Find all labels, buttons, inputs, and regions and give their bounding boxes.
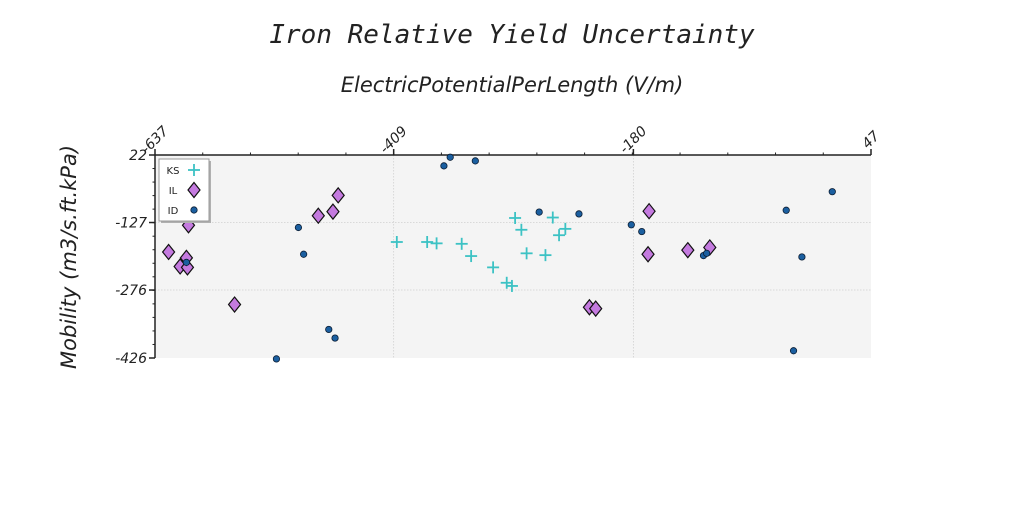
legend-label: ID	[168, 206, 179, 217]
data-point-id	[783, 207, 789, 213]
x-tick-label: 47	[859, 128, 883, 152]
data-point-id	[576, 211, 582, 217]
data-point-id	[273, 356, 279, 362]
data-point-id	[703, 250, 709, 256]
plot-area	[155, 155, 871, 358]
data-point-id	[790, 348, 796, 354]
y-tick-label: -276	[115, 283, 147, 299]
chart-title: Iron Relative Yield Uncertainty	[269, 20, 755, 50]
data-point-id	[472, 158, 478, 164]
y-tick-label: 22	[129, 148, 147, 164]
y-axis-label: Mobility (m3/s.ft.kPa)	[57, 145, 81, 369]
legend-label: KS	[167, 166, 180, 177]
y-tick-label: -426	[115, 351, 147, 367]
data-point-id	[799, 254, 805, 260]
legend-marker	[191, 207, 197, 213]
legend-label: IL	[169, 186, 178, 197]
data-point-id	[183, 259, 189, 265]
x-axis-label: ElectricPotentialPerLength (V/m)	[341, 73, 684, 97]
data-point-id	[300, 251, 306, 257]
data-point-id	[447, 154, 453, 160]
data-point-id	[639, 228, 645, 234]
data-point-id	[441, 163, 447, 169]
data-point-id	[326, 326, 332, 332]
data-point-id	[295, 224, 301, 230]
data-point-id	[829, 189, 835, 195]
data-point-id	[628, 222, 634, 228]
y-tick-label: -127	[115, 216, 147, 232]
data-point-id	[536, 209, 542, 215]
data-point-id	[332, 335, 338, 341]
legend: KS IL ID	[159, 159, 211, 223]
